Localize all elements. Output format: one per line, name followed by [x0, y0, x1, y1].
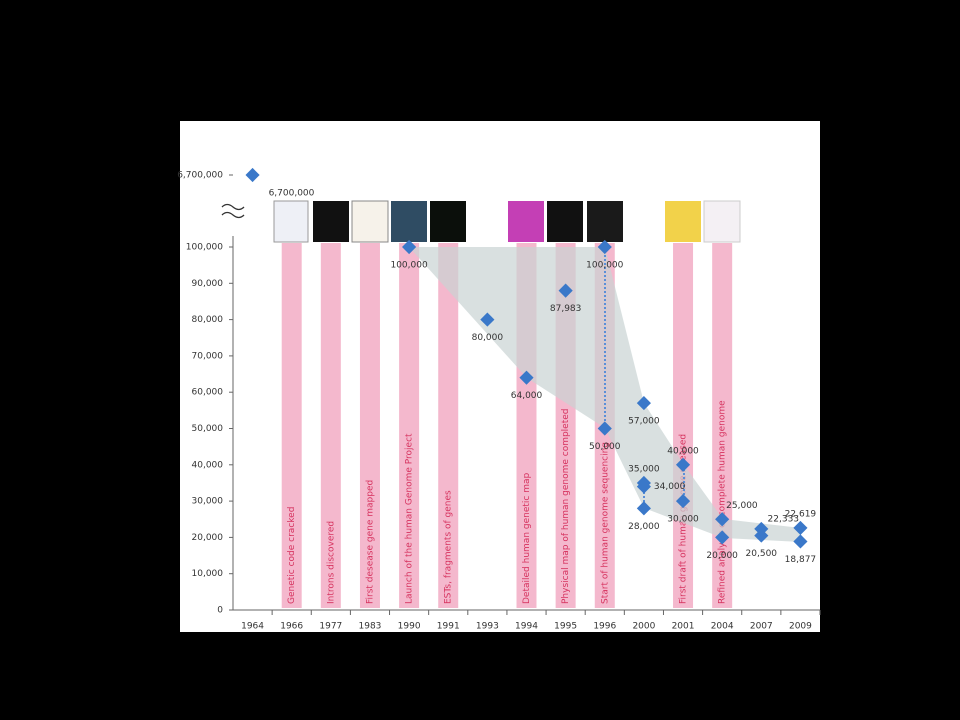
milestone-label: Refined analysis of complete human genom… [718, 400, 728, 604]
data-point [597, 239, 612, 255]
value-label: 30,000 [667, 515, 699, 525]
milestone-bar [399, 243, 420, 608]
data-point [636, 479, 651, 494]
y-tick-label: 90,000 [192, 279, 224, 289]
milestone-label: Introns discovered [326, 521, 336, 604]
value-label: 40,000 [667, 446, 699, 456]
x-tick-label: 2007 [750, 622, 773, 632]
data-point [754, 521, 769, 537]
milestone-label: Start of human genome sequencing [600, 442, 610, 604]
value-label: 20,000 [706, 551, 738, 561]
data-point [715, 530, 730, 545]
milestone-label: Launch of the human Genome Project [405, 433, 415, 604]
milestone-label: Physical map of human genome completed [561, 409, 571, 605]
y-tick-label: 50,000 [192, 424, 224, 434]
value-label: 28,000 [628, 522, 660, 532]
value-label: 100,000 [586, 261, 623, 271]
data-point [480, 312, 495, 327]
thumbnail [351, 200, 389, 243]
data-point [519, 370, 534, 385]
x-tick-label: 2004 [711, 622, 734, 632]
x-tick-label: 1991 [437, 622, 460, 632]
value-label: 34,000 [654, 482, 686, 492]
value-label: 57,000 [628, 417, 660, 427]
data-point [675, 457, 691, 472]
range-band [409, 247, 801, 542]
thumbnail [547, 201, 583, 242]
milestone-label: ESTs, fragments of genes [444, 490, 454, 604]
y-tick-label: 10,000 [192, 569, 224, 579]
data-point [402, 239, 417, 255]
y-tick-label: 40,000 [192, 460, 224, 470]
thumbnail [273, 200, 309, 243]
y-tick-label: 60,000 [192, 388, 224, 398]
data-point [558, 283, 573, 298]
x-tick-label: 1983 [359, 622, 382, 632]
mark-layer: 0 10,000 20,000 30,000 40,000 50,000 60,000 70,… [177, 167, 821, 632]
value-label: 80,000 [472, 333, 504, 343]
thumbnail [430, 201, 466, 242]
thumbnail [391, 201, 427, 242]
x-tick-label: 1993 [476, 622, 499, 632]
value-label: 100,000 [390, 261, 427, 271]
data-point [636, 396, 651, 411]
y-tick-label: 80,000 [192, 315, 224, 325]
data-point [636, 501, 651, 516]
thumbnail [703, 200, 741, 243]
axis-break [221, 203, 245, 219]
value-label: 64,000 [511, 391, 543, 401]
x-tick-label: 2009 [789, 622, 812, 632]
milestone-label: First desease gene mapped [365, 480, 375, 604]
value-label: 20,500 [746, 549, 778, 559]
thumbnail [587, 201, 623, 242]
x-tick-label: 1990 [398, 622, 421, 632]
value-label: 6,700,000 [269, 189, 315, 199]
value-label: 87,983 [550, 304, 582, 314]
value-label: 18,877 [785, 555, 817, 565]
value-label: 35,000 [628, 464, 660, 474]
value-label: 50,000 [589, 442, 621, 452]
thumbnail [665, 201, 701, 242]
y-tick-label: 100,000 [186, 243, 223, 253]
thumbnails [273, 200, 741, 243]
y-tick-label: 20,000 [192, 533, 224, 543]
data-point [675, 494, 691, 509]
milestone-bar [320, 243, 341, 608]
thumbnail [508, 201, 544, 242]
data-point [793, 520, 808, 535]
data-point [793, 534, 808, 549]
value-label: 25,000 [726, 501, 758, 511]
y-tick-label: 6,700,000 [177, 171, 223, 181]
data-point [715, 512, 730, 527]
y-tick-label: 70,000 [192, 351, 224, 361]
milestone-bar [359, 243, 380, 608]
milestone-layer: Genetic code cracked Introns discovered Fi… [281, 243, 733, 608]
x-tick-label: 2001 [672, 622, 695, 632]
milestone-label: Detailed human genetic map [522, 473, 532, 604]
value-label: 22,619 [785, 509, 817, 519]
x-tick-label: 1966 [280, 622, 303, 632]
x-tick-label: 1977 [319, 622, 342, 632]
thumbnail [313, 201, 349, 242]
x-tick-label: 1996 [593, 622, 616, 632]
x-tick-label: 1994 [515, 622, 538, 632]
milestone-label: Genetic code cracked [287, 507, 297, 604]
y-tick-label: 30,000 [192, 497, 224, 507]
milestone-bar [281, 243, 302, 608]
x-tick-label: 1995 [554, 622, 577, 632]
data-point [597, 421, 612, 436]
x-tick-label: 2000 [632, 622, 655, 632]
milestone-bar [438, 243, 459, 608]
value-label: 22,333 [768, 514, 800, 524]
y-tick-label: 0 [217, 606, 223, 616]
x-tick-label: 1964 [241, 622, 264, 632]
